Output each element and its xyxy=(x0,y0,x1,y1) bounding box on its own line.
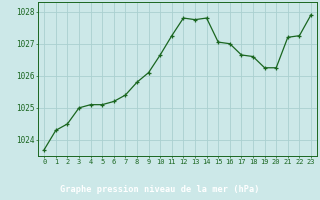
Text: Graphe pression niveau de la mer (hPa): Graphe pression niveau de la mer (hPa) xyxy=(60,185,260,194)
